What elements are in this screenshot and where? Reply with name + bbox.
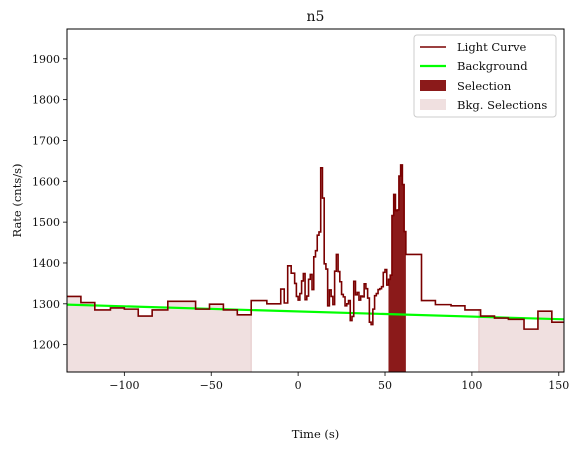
y-tick-label: 1900 <box>32 53 60 66</box>
legend-swatch-bkg-selections <box>420 99 446 110</box>
selection-fill <box>388 164 406 372</box>
y-tick-label: 1600 <box>32 175 60 188</box>
legend-box <box>413 34 557 118</box>
light-curve <box>67 164 564 330</box>
x-axis-ticks: −100 −50 0 50 100 150 <box>109 372 569 392</box>
x-tick-label: 150 <box>548 379 569 392</box>
y-axis-label: Rate (cnts/s) <box>10 164 24 238</box>
y-tick-label: 1300 <box>32 298 60 311</box>
legend-swatch-selection <box>420 80 446 91</box>
legend: Light Curve Background Selection Bkg. Se… <box>413 34 557 118</box>
legend-label-bkg-selections: Bkg. Selections <box>457 98 547 112</box>
x-tick-label: 0 <box>295 379 302 392</box>
y-tick-label: 1700 <box>32 134 60 147</box>
x-tick-label: −100 <box>109 379 139 392</box>
y-tick-label: 1400 <box>32 257 60 270</box>
light-curve-line <box>67 164 564 330</box>
plot-frame <box>66 28 565 373</box>
chart-title: n5 <box>307 9 325 25</box>
selection-region <box>388 164 406 372</box>
background-fit-line <box>66 303 565 321</box>
y-tick-label: 1200 <box>32 339 60 352</box>
x-axis-label: Time (s) <box>292 427 340 441</box>
legend-label-light-curve: Light Curve <box>457 40 527 54</box>
y-tick-label: 1800 <box>32 94 60 107</box>
x-tick-label: 100 <box>461 379 482 392</box>
y-axis-ticks: 1200 1300 1400 1500 1600 1700 1800 1900 <box>32 53 67 352</box>
x-tick-label: −50 <box>200 379 223 392</box>
y-tick-label: 1500 <box>32 216 60 229</box>
legend-label-selection: Selection <box>457 79 512 93</box>
background-line <box>66 303 565 321</box>
legend-label-background: Background <box>457 59 528 73</box>
x-tick-label: 50 <box>378 379 392 392</box>
